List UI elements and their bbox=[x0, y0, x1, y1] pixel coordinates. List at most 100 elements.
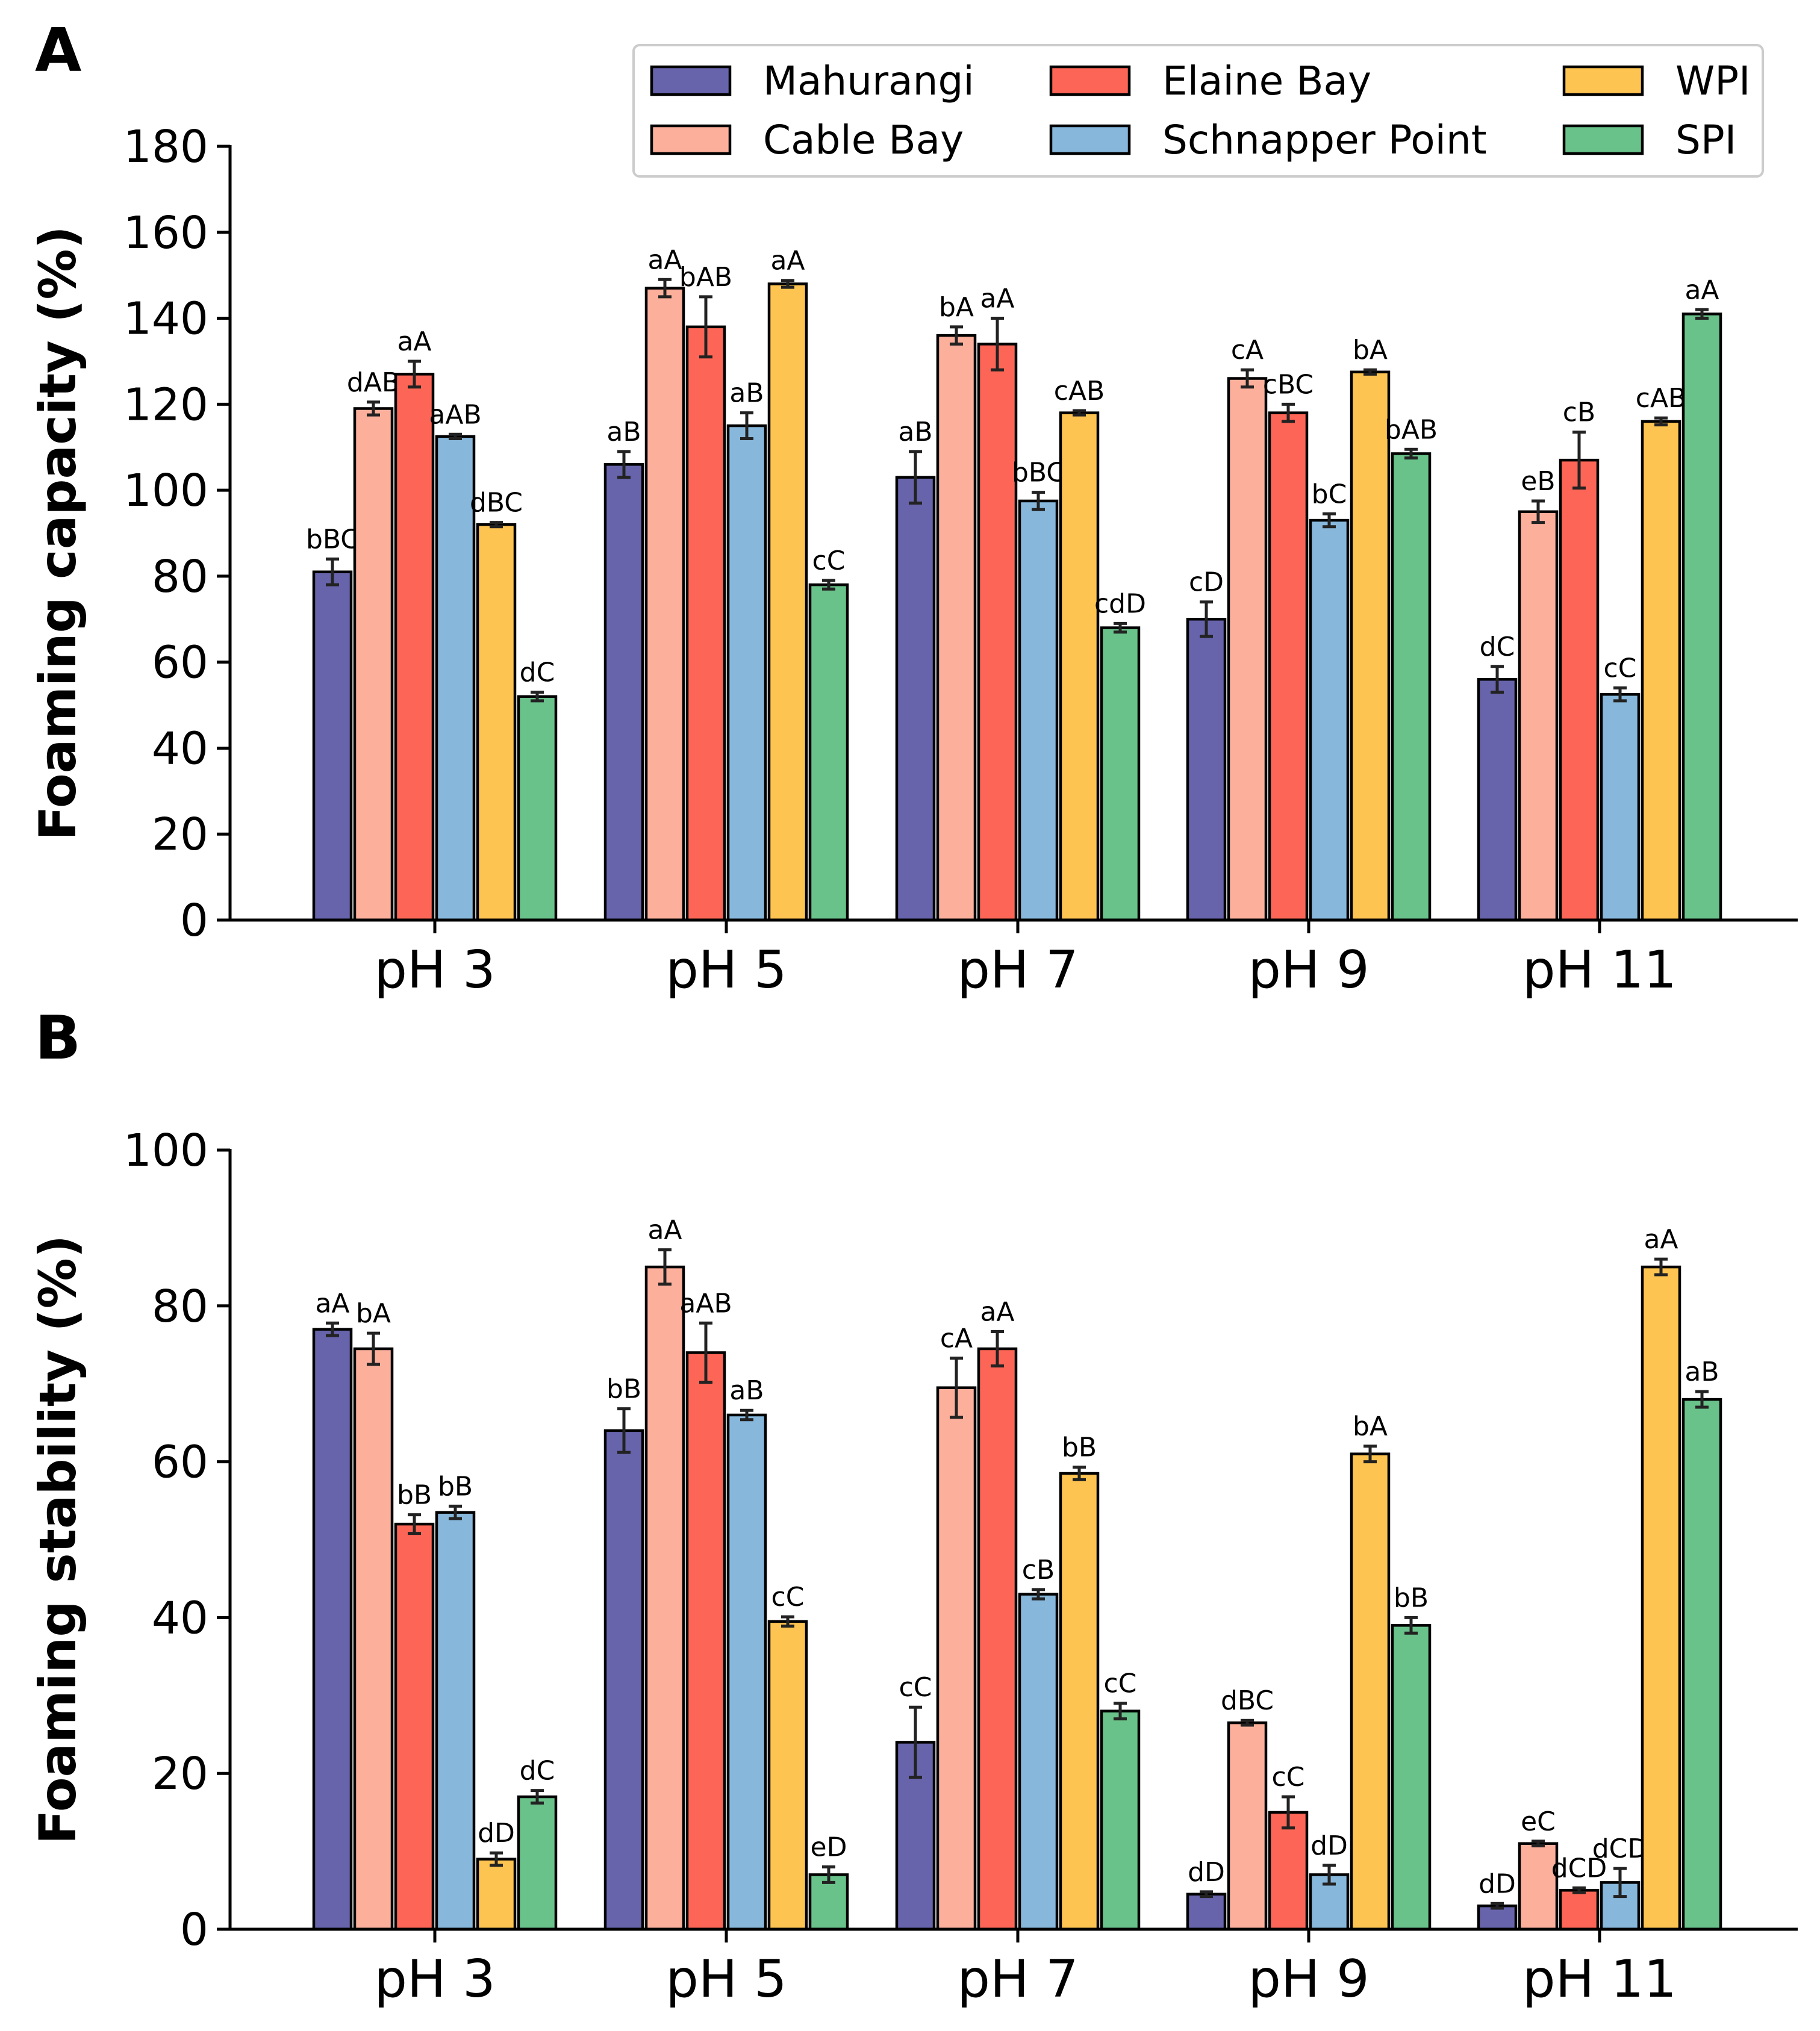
significance-label: aA bbox=[1644, 1224, 1678, 1255]
bar-elaine-bay-ph-7 bbox=[977, 1347, 1018, 1931]
bar-mahurangi-ph-9 bbox=[1186, 618, 1227, 922]
significance-label: eD bbox=[811, 1832, 847, 1862]
bar-elaine-bay-ph-5 bbox=[685, 1351, 726, 1931]
y-tick-label: 40 bbox=[152, 1592, 208, 1644]
x-tick-label: pH 7 bbox=[957, 940, 1078, 1000]
bar-schnapper-point-ph-7 bbox=[1018, 1593, 1059, 1931]
significance-label: dC bbox=[520, 1756, 555, 1787]
bar-mahurangi-ph-3 bbox=[312, 1328, 353, 1931]
y-tick-label: 100 bbox=[123, 1125, 208, 1177]
significance-label: eC bbox=[1521, 1806, 1556, 1837]
bar-cable-bay-ph-5 bbox=[644, 1265, 685, 1931]
significance-label: cdD bbox=[1094, 588, 1146, 619]
significance-label: aB bbox=[1684, 1357, 1719, 1387]
bar-wpi-ph-9 bbox=[1350, 370, 1391, 922]
significance-label: dC bbox=[520, 658, 555, 688]
significance-label: aA bbox=[980, 1297, 1014, 1328]
bar-wpi-ph-11 bbox=[1641, 1265, 1681, 1931]
x-tick-label: pH 3 bbox=[374, 1949, 495, 2009]
significance-label: bAB bbox=[679, 262, 732, 293]
bar-elaine-bay-ph-7 bbox=[977, 343, 1018, 922]
bar-elaine-bay-ph-5 bbox=[685, 325, 726, 922]
significance-label: aA bbox=[647, 244, 682, 275]
significance-label: aA bbox=[647, 1215, 682, 1246]
significance-label: cBC bbox=[1263, 369, 1314, 400]
significance-label: cD bbox=[1189, 567, 1224, 598]
bar-elaine-bay-ph-3 bbox=[394, 373, 435, 922]
y-tick-label: 180 bbox=[123, 121, 208, 173]
significance-label: cC bbox=[1272, 1762, 1305, 1793]
bar-cable-bay-ph-7 bbox=[936, 334, 977, 922]
bar-wpi-ph-9 bbox=[1350, 1452, 1391, 1931]
significance-label: dCD bbox=[1551, 1853, 1607, 1883]
bar-schnapper-point-ph-5 bbox=[726, 424, 767, 922]
significance-label: aA bbox=[980, 284, 1014, 314]
bar-spi-ph-11 bbox=[1681, 1398, 1722, 1931]
y-tick-label: 120 bbox=[123, 379, 208, 431]
bar-cable-bay-ph-5 bbox=[644, 287, 685, 922]
x-tick-label: pH 7 bbox=[957, 1949, 1078, 2009]
y-tick-label: 80 bbox=[152, 1281, 208, 1333]
significance-label: dCD bbox=[1592, 1833, 1648, 1864]
significance-label: bBC bbox=[306, 524, 359, 555]
y-axis-label: Foaming stability (%) bbox=[28, 1235, 87, 1844]
significance-label: dD bbox=[1479, 1868, 1516, 1899]
significance-label: aA bbox=[770, 246, 805, 276]
significance-label: dAB bbox=[347, 367, 400, 398]
significance-label: bA bbox=[939, 292, 974, 323]
significance-label: bB bbox=[438, 1471, 473, 1502]
legend-label-cable-bay: Cable Bay bbox=[763, 117, 964, 163]
significance-label: bA bbox=[1353, 1411, 1388, 1442]
bar-schnapper-point-ph-7 bbox=[1018, 499, 1059, 922]
bar-cable-bay-ph-3 bbox=[353, 407, 394, 922]
bar-spi-ph-5 bbox=[808, 583, 849, 922]
significance-label: cC bbox=[812, 546, 846, 576]
y-tick-label: 100 bbox=[123, 465, 208, 517]
significance-label: bC bbox=[1312, 479, 1347, 509]
y-axis-label: Foaming capacity (%) bbox=[28, 226, 87, 841]
x-tick-label: pH 11 bbox=[1522, 1949, 1677, 2009]
significance-label: aB bbox=[898, 417, 932, 447]
y-tick-label: 0 bbox=[180, 1904, 208, 1956]
y-tick-label: 60 bbox=[152, 637, 208, 689]
bar-wpi-ph-5 bbox=[767, 282, 808, 922]
bar-cable-bay-ph-3 bbox=[353, 1347, 394, 1931]
legend-label-mahurangi: Mahurangi bbox=[763, 58, 974, 104]
x-tick-label: pH 5 bbox=[665, 940, 787, 1000]
bar-mahurangi-ph-5 bbox=[603, 1429, 644, 1931]
legend-frame bbox=[632, 44, 1764, 178]
bar-wpi-ph-11 bbox=[1641, 420, 1681, 922]
legend-swatch-mahurangi bbox=[650, 65, 732, 96]
bar-cable-bay-ph-11 bbox=[1518, 1842, 1559, 1931]
bar-spi-ph-3 bbox=[517, 1795, 558, 1931]
bar-elaine-bay-ph-9 bbox=[1268, 411, 1309, 922]
y-tick-label: 20 bbox=[152, 1748, 208, 1800]
y-tick-label: 20 bbox=[152, 809, 208, 860]
significance-label: aA bbox=[1684, 275, 1719, 305]
bar-spi-ph-9 bbox=[1391, 1624, 1432, 1931]
legend: Mahurangi Cable Bay Elaine Bay Schnapper Po… bbox=[632, 44, 1764, 178]
significance-label: eB bbox=[1521, 466, 1555, 497]
legend-swatch-cable-bay bbox=[650, 124, 732, 155]
significance-label: aB bbox=[606, 417, 641, 447]
significance-label: cA bbox=[940, 1323, 973, 1354]
legend-label-schnapper-point: Schnapper Point bbox=[1162, 117, 1487, 163]
panel-letter: B bbox=[35, 1003, 81, 1073]
bar-mahurangi-ph-11 bbox=[1477, 677, 1518, 922]
bar-cable-bay-ph-11 bbox=[1518, 510, 1559, 922]
bar-cable-bay-ph-9 bbox=[1227, 1721, 1268, 1931]
legend-label-wpi: WPI bbox=[1675, 58, 1751, 104]
significance-label: bB bbox=[397, 1480, 432, 1511]
significance-label: aA bbox=[315, 1288, 349, 1319]
x-tick-label: pH 5 bbox=[665, 1949, 787, 2009]
y-tick-label: 160 bbox=[123, 207, 208, 259]
bar-mahurangi-ph-3 bbox=[312, 570, 353, 922]
significance-label: aAB bbox=[679, 1288, 732, 1319]
y-tick-label: 140 bbox=[123, 293, 208, 345]
bar-schnapper-point-ph-3 bbox=[435, 435, 476, 922]
bar-elaine-bay-ph-3 bbox=[394, 1522, 435, 1931]
y-tick-label: 60 bbox=[152, 1437, 208, 1488]
bar-schnapper-point-ph-9 bbox=[1309, 518, 1350, 922]
bar-spi-ph-11 bbox=[1681, 313, 1722, 922]
